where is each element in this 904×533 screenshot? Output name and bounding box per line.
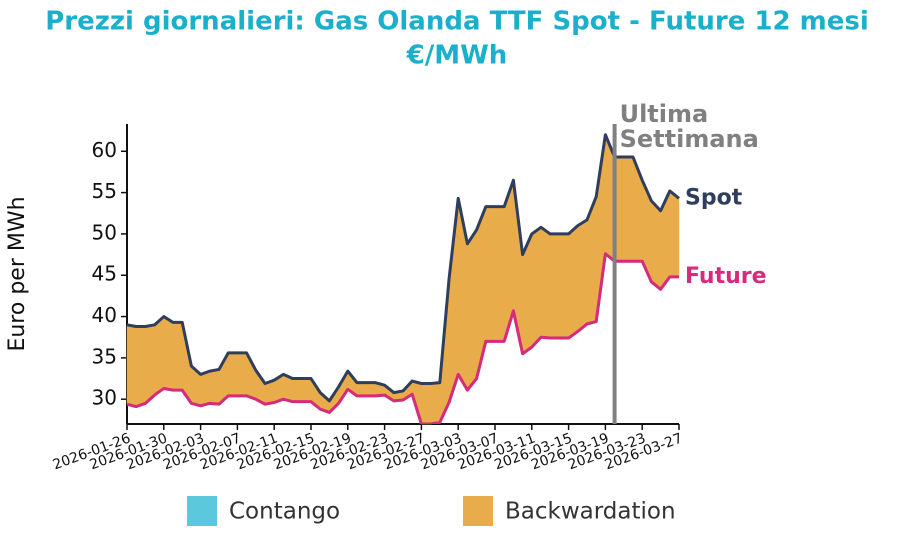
spread-area	[577, 219, 588, 332]
spread-area	[356, 382, 367, 397]
spread-area	[669, 190, 680, 278]
spread-area	[301, 378, 312, 402]
y-tick-label: 60	[92, 138, 117, 162]
spread-area	[568, 225, 579, 339]
y-tick-label: 50	[92, 220, 117, 244]
annotation-line-text: Ultima	[620, 100, 709, 128]
spread-area	[126, 324, 137, 407]
spread-area	[421, 383, 431, 425]
y-tick-label: 30	[92, 386, 117, 410]
series-label: Spot	[685, 185, 743, 210]
spread-area	[227, 352, 238, 397]
y-tick-label: 40	[92, 303, 117, 327]
y-tick-label: 55	[92, 179, 117, 203]
legend-swatch	[187, 496, 217, 526]
spread-area	[531, 226, 542, 348]
spread-area	[154, 316, 165, 396]
legend-swatch	[463, 496, 493, 526]
chart-title: Prezzi giornalieri: Gas Olanda TTF Spot …	[45, 7, 869, 37]
spread-area	[135, 326, 146, 408]
spread-area	[163, 316, 174, 391]
spread-area	[145, 324, 155, 404]
series-label: Future	[685, 264, 767, 289]
chart-subtitle: €/MWh	[406, 41, 508, 71]
spread-area	[172, 322, 183, 391]
series-line	[127, 252, 679, 424]
y-tick-label: 45	[92, 262, 117, 286]
spread-area	[237, 352, 247, 397]
legend-label: Backwardation	[505, 499, 676, 525]
y-axis-label: Euro per MWh	[5, 196, 30, 351]
series-line	[127, 133, 680, 403]
spread-area	[549, 233, 560, 339]
annotation-text: Ultima Settimana	[620, 100, 759, 153]
spread-area	[485, 206, 496, 342]
spread-area	[209, 369, 220, 405]
spread-area	[430, 382, 441, 425]
spread-area	[200, 370, 211, 407]
spread-area	[292, 378, 303, 402]
spread-area	[651, 200, 661, 290]
spread-area	[365, 382, 376, 397]
spread-area	[540, 226, 551, 339]
y-tick-label: 35	[92, 344, 117, 368]
spread-area	[467, 228, 477, 391]
annotation-line-text: Settimana	[620, 125, 759, 153]
spread-area	[559, 233, 569, 339]
legend-label: Contango	[229, 499, 340, 525]
spread-area	[623, 156, 634, 262]
spread-area	[494, 206, 505, 342]
